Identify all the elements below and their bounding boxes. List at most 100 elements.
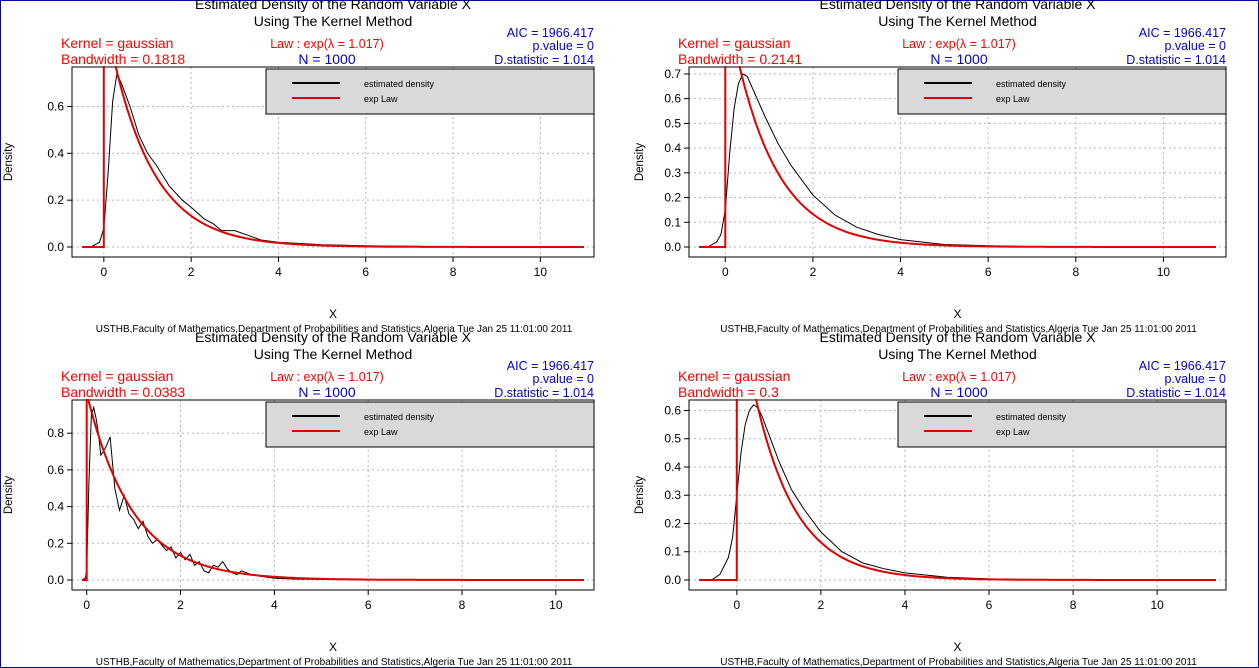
x-tick-label: 10 [549, 598, 563, 612]
chart-panel-2: Estimated Density of the Random Variable… [634, 0, 1227, 335]
chart-title-line1: Estimated Density of the Random Variable… [820, 329, 1097, 345]
pvalue-label: p.value = 0 [1164, 372, 1226, 386]
chart-title-line2: Using The Kernel Method [254, 346, 413, 362]
dstatistic-label: D.statistic = 1.014 [1126, 386, 1226, 400]
law-label: Law : exp(λ = 1.017) [270, 370, 384, 384]
x-tick-label: 2 [188, 265, 195, 279]
y-tick-label: 0.0 [664, 240, 681, 254]
x-tick-label: 8 [1072, 265, 1079, 279]
y-tick-label: 0.0 [47, 573, 64, 587]
dstatistic-label: D.statistic = 1.014 [1126, 53, 1226, 67]
chart-title-line2: Using The Kernel Method [878, 13, 1037, 29]
legend-label-law: exp Law [996, 94, 1030, 104]
y-tick-label: 0.7 [664, 67, 681, 81]
y-axis-label: Density [3, 476, 15, 515]
legend-box [897, 401, 1227, 448]
x-tick-label: 2 [810, 265, 817, 279]
y-tick-label: 0.6 [47, 463, 64, 477]
aic-label: AIC = 1966.417 [507, 26, 594, 40]
y-tick-label: 0.5 [664, 432, 681, 446]
x-tick-label: 0 [722, 265, 729, 279]
sample-size-label: N = 1000 [298, 384, 355, 400]
chart-panel-1: Estimated Density of the Random Variable… [3, 0, 595, 335]
x-tick-label: 4 [902, 598, 909, 612]
x-tick-label: 10 [534, 265, 548, 279]
footer-note: USTHB,Faculty of Mathematics,Department … [720, 657, 1197, 668]
x-axis-label: X [329, 640, 337, 654]
sample-size-label: N = 1000 [930, 51, 987, 67]
chart-panel-3: Estimated Density of the Random Variable… [3, 329, 595, 668]
y-tick-label: 0.0 [664, 573, 681, 587]
legend-label-estimated: estimated density [996, 79, 1067, 89]
footer-note: USTHB,Faculty of Mathematics,Department … [720, 324, 1197, 335]
sample-size-label: N = 1000 [930, 384, 987, 400]
chart-title-line1: Estimated Density of the Random Variable… [195, 329, 472, 345]
x-tick-label: 8 [450, 265, 457, 279]
y-tick-label: 0.8 [47, 426, 64, 440]
bandwidth-label: Bandwidth = 0.1818 [61, 51, 185, 67]
sample-size-label: N = 1000 [298, 51, 355, 67]
y-tick-label: 0.1 [664, 215, 681, 229]
pvalue-label: p.value = 0 [532, 39, 594, 53]
law-label: Law : exp(λ = 1.017) [902, 370, 1016, 384]
legend-box [897, 68, 1227, 115]
x-tick-label: 2 [818, 598, 825, 612]
plot-area-border [71, 399, 595, 591]
series-exp-law [699, 399, 1216, 581]
dstatistic-label: D.statistic = 1.014 [494, 53, 594, 67]
x-tick-label: 4 [897, 265, 904, 279]
y-tick-label: 0.0 [47, 240, 64, 254]
bandwidth-label: Bandwidth = 0.0383 [61, 384, 185, 400]
x-tick-label: 0 [83, 598, 90, 612]
x-tick-label: 4 [275, 265, 282, 279]
chart-title-line2: Using The Kernel Method [254, 13, 413, 29]
x-axis-label: X [953, 307, 961, 321]
dstatistic-label: D.statistic = 1.014 [494, 386, 594, 400]
plot-area-border [71, 66, 595, 258]
y-tick-label: 0.4 [47, 146, 64, 160]
x-tick-label: 0 [733, 598, 740, 612]
law-label: Law : exp(λ = 1.017) [270, 37, 384, 51]
y-tick-label: 0.6 [664, 403, 681, 417]
x-tick-label: 6 [365, 598, 372, 612]
x-tick-label: 8 [1070, 598, 1077, 612]
x-axis-label: X [953, 640, 961, 654]
footer-note: USTHB,Faculty of Mathematics,Department … [96, 324, 573, 335]
legend-label-estimated: estimated density [996, 412, 1067, 422]
y-tick-label: 0.2 [664, 191, 681, 205]
legend-label-estimated: estimated density [364, 79, 435, 89]
aic-label: AIC = 1966.417 [1139, 359, 1226, 373]
bandwidth-label: Bandwidth = 0.3 [678, 384, 779, 400]
chart-panel-4: Estimated Density of the Random Variable… [634, 329, 1227, 668]
x-tick-label: 10 [1150, 598, 1164, 612]
x-tick-label: 4 [271, 598, 278, 612]
y-tick-label: 0.2 [47, 193, 64, 207]
x-tick-label: 2 [177, 598, 184, 612]
pvalue-label: p.value = 0 [1164, 39, 1226, 53]
law-label: Law : exp(λ = 1.017) [902, 37, 1016, 51]
y-tick-label: 0.2 [664, 516, 681, 530]
y-axis-label: Density [634, 143, 646, 182]
y-axis-label: Density [634, 476, 646, 515]
kernel-label: Kernel = gaussian [61, 368, 173, 384]
series-exp-law [699, 66, 1216, 248]
kernel-label: Kernel = gaussian [678, 368, 790, 384]
aic-label: AIC = 1966.417 [507, 359, 594, 373]
series-exp-law [82, 66, 584, 248]
y-tick-label: 0.4 [47, 500, 64, 514]
bandwidth-label: Bandwidth = 0.2141 [678, 51, 802, 67]
legend-label-estimated: estimated density [364, 412, 435, 422]
legend-label-law: exp Law [364, 427, 398, 437]
pvalue-label: p.value = 0 [532, 372, 594, 386]
legend-box [265, 68, 595, 115]
y-tick-label: 0.5 [664, 116, 681, 130]
x-tick-label: 6 [985, 265, 992, 279]
legend-box [265, 401, 595, 448]
series-exp-law [82, 399, 584, 581]
kernel-label: Kernel = gaussian [61, 35, 173, 51]
y-tick-label: 0.3 [664, 166, 681, 180]
x-tick-label: 8 [459, 598, 466, 612]
chart-title-line1: Estimated Density of the Random Variable… [820, 0, 1097, 12]
x-tick-label: 0 [100, 265, 107, 279]
